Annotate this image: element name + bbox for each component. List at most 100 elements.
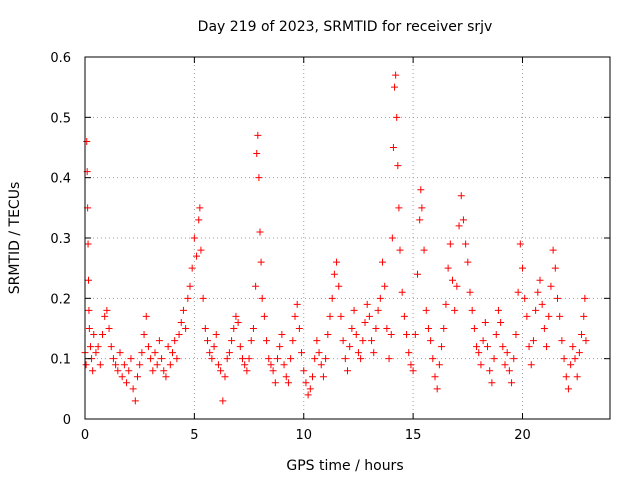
data-point xyxy=(85,325,93,332)
data-point xyxy=(438,343,446,351)
data-point xyxy=(287,355,295,363)
data-point xyxy=(391,83,399,91)
data-point xyxy=(309,373,316,381)
x-axis-label: GPS time / hours xyxy=(286,458,403,474)
data-point xyxy=(393,113,401,121)
data-point xyxy=(112,361,120,369)
data-point xyxy=(214,361,222,369)
data-point xyxy=(414,270,421,278)
data-point xyxy=(82,361,90,369)
data-point xyxy=(120,361,128,369)
data-point xyxy=(311,355,319,363)
data-point xyxy=(333,258,341,266)
data-point xyxy=(253,150,261,158)
data-point xyxy=(549,246,557,254)
data-point xyxy=(258,294,266,302)
y-tick-label: 0.2 xyxy=(50,292,71,307)
data-point xyxy=(580,312,588,320)
data-point xyxy=(317,361,325,369)
data-point xyxy=(263,337,271,345)
data-point xyxy=(363,300,371,308)
data-point xyxy=(184,294,192,302)
data-point xyxy=(315,349,323,357)
data-point xyxy=(193,252,201,260)
data-point xyxy=(516,240,524,248)
chart-title: Day 219 of 2023, SRMTID for receiver srj… xyxy=(198,19,493,35)
data-point xyxy=(381,282,389,290)
data-point xyxy=(455,222,463,230)
data-point xyxy=(562,373,570,381)
data-point xyxy=(512,331,520,339)
data-point xyxy=(409,367,417,375)
data-point xyxy=(523,312,531,320)
data-point xyxy=(158,355,166,363)
data-point xyxy=(217,367,225,375)
data-point xyxy=(514,288,522,296)
data-point xyxy=(284,379,292,387)
data-point xyxy=(547,282,555,290)
data-point xyxy=(125,367,133,375)
data-point xyxy=(503,349,511,357)
data-point xyxy=(470,325,478,332)
data-point xyxy=(543,343,551,351)
data-point xyxy=(173,355,181,363)
data-point xyxy=(365,312,373,320)
data-point xyxy=(388,234,396,242)
data-point xyxy=(488,379,496,387)
data-point xyxy=(453,282,461,290)
data-point xyxy=(84,240,92,248)
data-point xyxy=(304,391,312,399)
data-point xyxy=(221,373,229,381)
data-point xyxy=(278,331,286,339)
x-tick-label: 0 xyxy=(81,428,89,443)
data-point xyxy=(560,355,568,363)
data-point xyxy=(354,349,362,357)
data-point xyxy=(459,216,467,224)
data-point xyxy=(255,174,263,182)
data-point xyxy=(195,216,203,224)
data-point xyxy=(490,355,498,363)
data-point xyxy=(571,355,579,363)
data-point xyxy=(389,144,397,151)
data-point xyxy=(379,258,386,266)
data-point xyxy=(190,234,198,242)
data-point xyxy=(521,294,529,302)
data-point xyxy=(326,312,334,320)
data-point xyxy=(140,331,148,339)
data-point xyxy=(341,355,349,363)
data-point xyxy=(387,331,395,339)
x-tick-label: 5 xyxy=(190,428,198,443)
data-point xyxy=(569,343,577,351)
data-point xyxy=(199,294,207,302)
data-point xyxy=(558,337,566,345)
data-point xyxy=(575,349,583,357)
data-point xyxy=(582,337,590,345)
data-point xyxy=(123,379,131,387)
data-point xyxy=(83,137,91,145)
data-point xyxy=(383,325,391,332)
y-tick-label: 0.5 xyxy=(50,111,71,126)
data-point xyxy=(466,288,474,296)
data-point xyxy=(322,355,330,363)
data-point xyxy=(468,306,476,314)
data-point xyxy=(225,349,233,357)
data-point xyxy=(204,337,211,345)
data-point xyxy=(319,373,327,381)
data-point xyxy=(529,337,537,345)
data-point xyxy=(127,355,135,363)
data-point xyxy=(578,331,586,339)
data-point xyxy=(457,192,465,200)
data-point xyxy=(417,186,425,194)
data-point xyxy=(462,240,470,248)
data-point xyxy=(269,367,277,375)
data-point xyxy=(116,349,124,357)
data-point xyxy=(197,246,205,254)
data-point xyxy=(497,318,505,326)
y-tick-label: 0.1 xyxy=(50,353,71,368)
data-point xyxy=(534,288,542,296)
data-point xyxy=(89,367,97,375)
y-tick-label: 0.4 xyxy=(50,172,71,187)
data-point xyxy=(99,331,106,339)
data-point xyxy=(118,373,126,381)
